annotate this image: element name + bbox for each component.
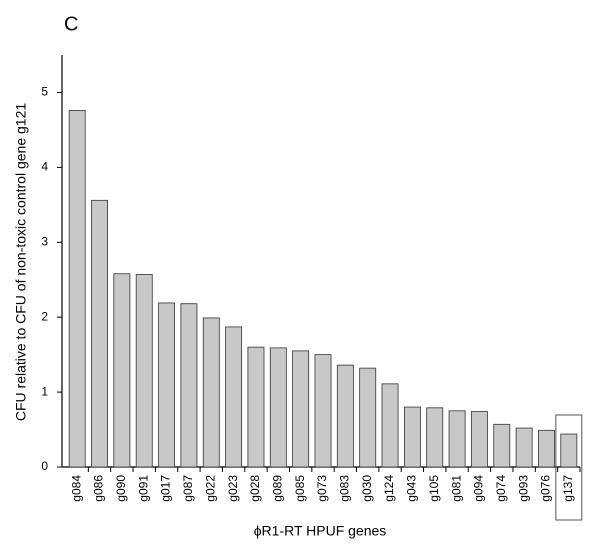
y-tick-label: 4: [41, 160, 48, 174]
x-tick-label: g091: [136, 475, 150, 502]
x-tick-label: g073: [315, 475, 329, 502]
x-tick-label: g137: [561, 475, 575, 502]
bar: [292, 350, 310, 468]
bar: [403, 406, 421, 468]
x-tick-label: g089: [270, 475, 284, 502]
bar: [135, 274, 153, 468]
bar: [91, 199, 108, 468]
bar: [359, 367, 377, 468]
bar: [470, 411, 488, 468]
x-tick-label: g028: [248, 475, 262, 502]
bar: [180, 303, 198, 468]
bar: [113, 273, 131, 468]
y-tick-label: 2: [41, 309, 48, 323]
x-tick-label: g081: [449, 475, 463, 502]
x-tick-label: g085: [293, 475, 307, 502]
x-tick-label: g023: [226, 475, 240, 502]
bar: [381, 383, 399, 468]
bar: [538, 429, 555, 468]
bar: [247, 346, 265, 468]
y-tick-label: 0: [41, 459, 48, 473]
x-tick-label: g093: [516, 475, 530, 502]
bar: [493, 423, 511, 468]
bar: [448, 410, 466, 468]
y-tick-label: 1: [41, 384, 48, 398]
x-tick-label: g043: [405, 475, 419, 502]
x-tick-label: g030: [360, 475, 374, 502]
x-tick-label: g076: [539, 475, 553, 502]
bar: [158, 302, 176, 468]
bar: [314, 354, 332, 468]
bar: [225, 326, 243, 468]
y-axis-label: CFU relative to CFU of non-toxic control…: [13, 103, 29, 421]
x-tick-label: g083: [338, 475, 352, 502]
x-tick-label: g090: [114, 475, 128, 502]
bar: [202, 317, 220, 468]
bar: [515, 427, 533, 468]
bar: [269, 347, 287, 468]
x-axis-label: ϕR1-RT HPUF genes: [254, 523, 387, 539]
x-tick-label: g124: [382, 475, 396, 502]
y-tick-label: 3: [41, 234, 48, 248]
x-tick-label: g074: [494, 475, 508, 502]
x-tick-label: g084: [69, 475, 83, 502]
x-tick-label: g022: [203, 475, 217, 502]
bar: [560, 433, 578, 468]
x-tick-label: g105: [427, 475, 441, 502]
x-tick-label: g087: [181, 475, 195, 502]
panel-label: C: [64, 13, 78, 35]
bar: [426, 407, 444, 468]
bar: [336, 364, 354, 468]
x-tick-label: g017: [159, 475, 173, 502]
y-tick-label: 5: [41, 85, 48, 99]
x-tick-label: g086: [92, 475, 106, 502]
bar: [68, 110, 86, 468]
highlight-box: [555, 414, 583, 521]
x-tick-label: g094: [472, 475, 486, 502]
